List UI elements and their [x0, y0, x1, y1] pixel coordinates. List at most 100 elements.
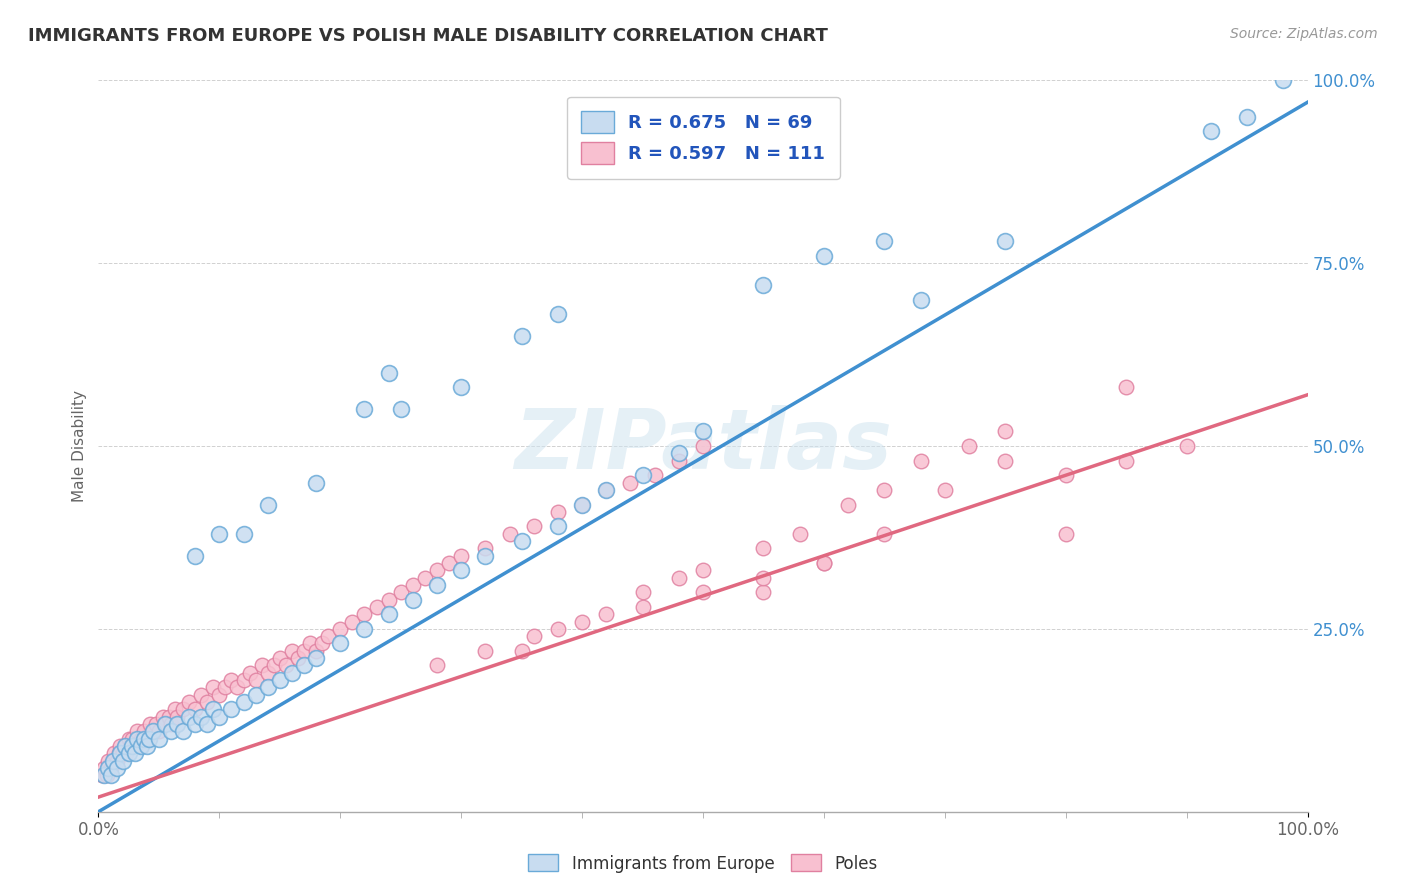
Point — [994, 425, 1017, 439]
Text: Source: ZipAtlas.com: Source: ZipAtlas.com — [1230, 27, 1378, 41]
Point — [281, 665, 304, 680]
Point — [402, 578, 425, 592]
Point — [160, 717, 183, 731]
Point — [668, 446, 690, 460]
Point — [221, 673, 243, 687]
Point — [91, 768, 114, 782]
Point — [510, 329, 533, 343]
Point — [377, 592, 399, 607]
Point — [994, 234, 1017, 248]
Point — [389, 585, 412, 599]
Point — [250, 658, 273, 673]
Point — [208, 526, 231, 541]
Point — [426, 578, 449, 592]
Point — [353, 622, 375, 636]
Point — [208, 688, 231, 702]
Point — [450, 380, 472, 394]
Point — [595, 607, 617, 622]
Point — [145, 717, 167, 731]
Point — [184, 717, 207, 731]
Point — [957, 439, 980, 453]
Point — [190, 688, 212, 702]
Point — [873, 234, 896, 248]
Point — [202, 702, 225, 716]
Point — [292, 644, 315, 658]
Point — [226, 681, 249, 695]
Point — [120, 739, 142, 753]
Point — [103, 746, 125, 760]
Point — [134, 731, 156, 746]
Point — [450, 549, 472, 563]
Point — [221, 702, 243, 716]
Point — [619, 475, 641, 490]
Point — [752, 585, 775, 599]
Point — [644, 468, 666, 483]
Point — [389, 402, 412, 417]
Legend: R = 0.675   N = 69, R = 0.597   N = 111: R = 0.675 N = 69, R = 0.597 N = 111 — [567, 96, 839, 178]
Point — [426, 563, 449, 577]
Point — [232, 526, 254, 541]
Point — [256, 681, 278, 695]
Point — [179, 695, 201, 709]
Point — [157, 709, 180, 723]
Point — [184, 549, 207, 563]
Point — [135, 739, 157, 753]
Point — [134, 724, 156, 739]
Point — [631, 599, 654, 614]
Point — [631, 468, 654, 483]
Point — [692, 425, 714, 439]
Point — [129, 731, 152, 746]
Point — [148, 724, 170, 739]
Point — [184, 702, 207, 716]
Point — [263, 658, 285, 673]
Point — [994, 453, 1017, 467]
Point — [377, 607, 399, 622]
Point — [342, 615, 364, 629]
Point — [114, 739, 136, 753]
Point — [692, 563, 714, 577]
Point — [595, 483, 617, 497]
Point — [571, 615, 593, 629]
Point — [118, 731, 141, 746]
Legend: Immigrants from Europe, Poles: Immigrants from Europe, Poles — [522, 847, 884, 880]
Point — [108, 739, 131, 753]
Point — [93, 768, 115, 782]
Point — [523, 629, 546, 643]
Point — [910, 293, 932, 307]
Point — [316, 629, 339, 643]
Point — [692, 585, 714, 599]
Point — [668, 453, 690, 467]
Point — [121, 731, 143, 746]
Point — [153, 717, 176, 731]
Point — [813, 556, 835, 570]
Point — [1115, 380, 1137, 394]
Point — [166, 709, 188, 723]
Point — [152, 709, 174, 723]
Point — [595, 483, 617, 497]
Point — [148, 731, 170, 746]
Point — [121, 739, 143, 753]
Point — [523, 519, 546, 533]
Point — [1175, 439, 1198, 453]
Point — [402, 592, 425, 607]
Point — [474, 644, 496, 658]
Point — [101, 754, 124, 768]
Point — [353, 402, 375, 417]
Point — [1199, 124, 1222, 138]
Point — [172, 724, 194, 739]
Text: ZIPatlas: ZIPatlas — [515, 406, 891, 486]
Point — [115, 746, 138, 760]
Point — [873, 483, 896, 497]
Point — [692, 439, 714, 453]
Point — [100, 761, 122, 775]
Point — [631, 585, 654, 599]
Point — [245, 688, 267, 702]
Point — [413, 571, 436, 585]
Text: IMMIGRANTS FROM EUROPE VS POLISH MALE DISABILITY CORRELATION CHART: IMMIGRANTS FROM EUROPE VS POLISH MALE DI… — [28, 27, 828, 45]
Point — [135, 731, 157, 746]
Point — [353, 607, 375, 622]
Y-axis label: Male Disability: Male Disability — [72, 390, 87, 502]
Point — [305, 475, 328, 490]
Point — [510, 534, 533, 549]
Point — [232, 673, 254, 687]
